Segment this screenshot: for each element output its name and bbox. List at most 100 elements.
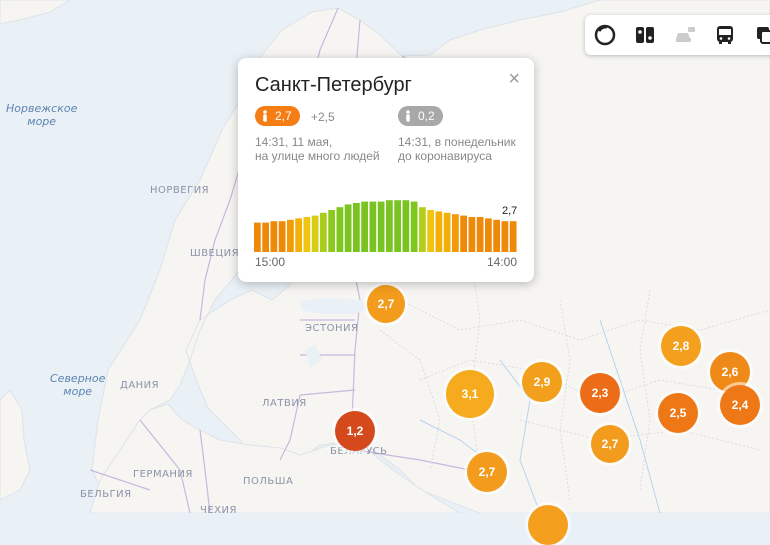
chart-bar [476, 217, 484, 252]
baseline-note: 14:31, в понедельник до коронавируса [398, 135, 516, 163]
marker-value: 2,5 [669, 406, 687, 420]
marker-partial[interactable] [528, 505, 568, 545]
chart-bar [460, 215, 467, 252]
chart-bar [278, 221, 286, 252]
chart-bar [394, 200, 401, 252]
marker-ufa[interactable]: 2,4 [720, 385, 760, 425]
chart-bar [369, 201, 377, 252]
layers-button[interactable] [745, 15, 770, 55]
current-index-badge: 2,7 [255, 106, 300, 126]
chart-bar [468, 217, 476, 252]
current-note: 14:31, 11 мая, на улице много людей [255, 135, 380, 163]
chart-bar [295, 218, 302, 252]
chart-bar [402, 200, 410, 252]
chart-x-start-label: 15:00 [255, 255, 286, 269]
popup-title: Санкт-Петербург [255, 74, 412, 96]
marker-saratov[interactable]: 2,7 [591, 425, 629, 463]
close-icon[interactable]: × [508, 68, 520, 90]
circle-layer-icon [594, 24, 616, 46]
chart-bar [493, 219, 500, 252]
current-index-delta: +2,5 [311, 110, 335, 124]
layers-icon [757, 27, 770, 44]
chart-bar [254, 222, 261, 252]
chart-bar [410, 201, 418, 252]
marker-moscow[interactable]: 3,1 [446, 370, 494, 418]
region-borders [379, 249, 770, 501]
chart-bar [328, 210, 335, 252]
marker-minsk[interactable]: 1,2 [335, 411, 375, 451]
marker-voronezh[interactable]: 2,7 [467, 452, 507, 492]
belarus-label: БЕЛАРУСЬ [330, 446, 388, 457]
traffic-light-icon [636, 27, 654, 43]
chart-x-end-label: 14:00 [487, 255, 518, 269]
marker-value: 2,8 [672, 339, 690, 353]
marker-value: 2,3 [591, 386, 609, 400]
person-icon [263, 110, 267, 122]
city-popup: Санкт-Петербург × 2,7 +2,5 0,2 14:31, 11… [238, 58, 534, 282]
chart-bar [509, 221, 517, 252]
circle-layer-button[interactable] [585, 15, 625, 55]
current-index-value: 2,7 [275, 109, 292, 123]
car-camera-icon [676, 27, 695, 42]
chart-bar [435, 211, 443, 252]
person-icon [406, 110, 410, 122]
chart-bar [361, 201, 368, 252]
belgium-label: БЕЛЬГИЯ [80, 489, 132, 500]
baseline-note-line1: 14:31, в понедельник [398, 135, 516, 149]
chart-last-value-label: 2,7 [502, 205, 518, 217]
gulf-of-riga [305, 345, 322, 368]
marker-value: 2,7 [478, 465, 496, 479]
chart-bar [419, 207, 426, 252]
marker-spb[interactable]: 2,7 [367, 285, 405, 323]
traffic-button[interactable] [625, 15, 665, 55]
norwegian-sea-label: Норвежское море [6, 102, 78, 128]
marker-samara[interactable]: 2,5 [658, 393, 698, 433]
baseline-index-badge: 0,2 [398, 106, 443, 126]
current-note-line1: 14:31, 11 мая, [255, 135, 333, 149]
chart-bar [311, 215, 319, 252]
chart-bar [485, 218, 492, 252]
current-note-line2: на улице много людей [255, 149, 380, 163]
chart-bar [320, 212, 327, 252]
marker-value: 2,6 [721, 365, 739, 379]
baseline-index-value: 0,2 [418, 109, 435, 123]
marker-value: 2,7 [377, 297, 395, 311]
chart-bar [287, 219, 294, 252]
marker-nizhny[interactable]: 2,3 [580, 373, 620, 413]
chart-bar [452, 214, 459, 252]
uk-land [0, 389, 31, 501]
chart-bar [427, 210, 434, 252]
arctic-land [0, 0, 71, 25]
hourly-bar-chart [254, 200, 517, 252]
baseline-note-line2: до коронавируса [398, 149, 492, 163]
czech-label: ЧЕХИЯ [200, 505, 237, 516]
chart-bar [386, 200, 393, 252]
chart-bar [336, 207, 344, 252]
chart-bar [262, 222, 269, 252]
marker-value: 2,9 [533, 375, 551, 389]
chart-bar [443, 212, 451, 252]
chart-bar [344, 204, 352, 252]
poland-label: ПОЛЬША [243, 476, 294, 487]
marker-value: 3,1 [461, 387, 479, 401]
north-sea-label: Северное море [50, 372, 106, 398]
marker-value: 1,2 [346, 424, 364, 438]
chart-bar [377, 201, 385, 252]
norway-label: НОРВЕГИЯ [150, 185, 210, 196]
sweden-label: ШВЕЦИЯ [190, 248, 240, 259]
chart-bar [501, 221, 509, 252]
latvia-label: ЛАТВИЯ [262, 398, 307, 409]
chart-bar [303, 217, 311, 252]
chart-bar [270, 221, 278, 252]
chart-bar [353, 203, 360, 252]
bus-button[interactable] [705, 15, 745, 55]
car-camera-button[interactable] [665, 15, 705, 55]
map-toolbar [585, 15, 770, 55]
germany-label: ГЕРМАНИЯ [133, 469, 193, 480]
gulf-of-finland [300, 298, 372, 314]
marker-kazan[interactable]: 2,8 [661, 326, 701, 366]
marker-value: 2,7 [601, 437, 619, 451]
marker-value: 2,4 [731, 398, 749, 412]
marker-yaroslavl[interactable]: 2,9 [522, 362, 562, 402]
bus-icon [717, 26, 733, 44]
